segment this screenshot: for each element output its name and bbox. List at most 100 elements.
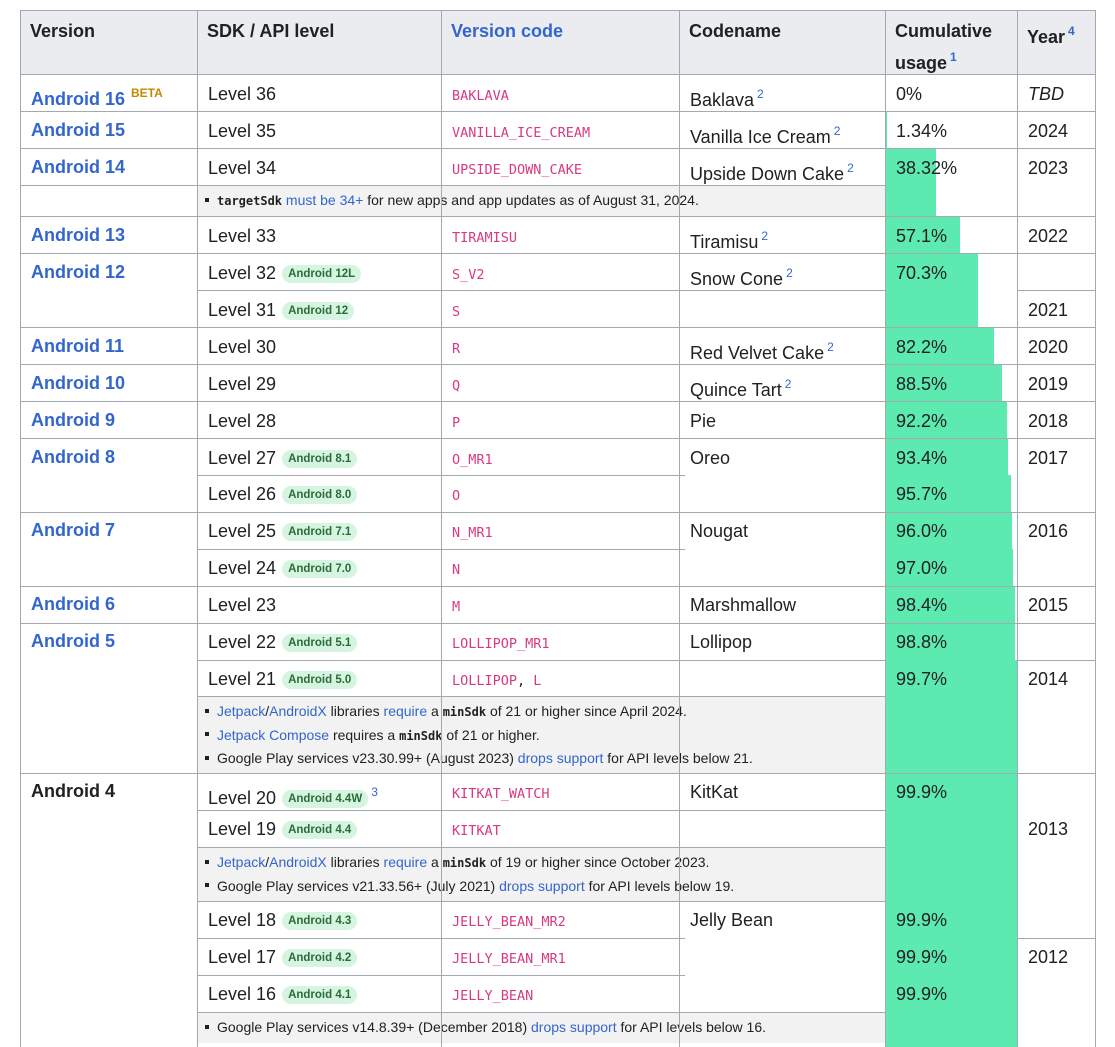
version-android-6-link[interactable]: Android 6 [31, 594, 115, 614]
usage-20: 99.9% [896, 782, 948, 802]
usage-bar [885, 216, 961, 253]
footnote-4-link[interactable]: 4 [1068, 24, 1075, 38]
version-android-14-link[interactable]: Android 14 [31, 157, 126, 177]
code-n: N [452, 562, 461, 578]
footnote-1-link[interactable]: 1 [950, 50, 957, 64]
version-badge: Android 4.4 [282, 821, 358, 839]
grid-line [1017, 10, 1018, 1047]
version-android-9-link[interactable]: Android 9 [31, 410, 115, 430]
grid-line [197, 1012, 885, 1013]
codename-kitkat: KitKat [690, 782, 739, 802]
version-android-12-link[interactable]: Android 12 [31, 262, 126, 282]
level-label: Level 27 [208, 448, 277, 468]
code-lollipop-l: LOLLIPOP, L [452, 670, 541, 692]
drops-support-link[interactable]: drops support [517, 750, 604, 766]
level-26: Level 26 Android 8.0 [208, 483, 358, 505]
code-s-v2: S_V2 [452, 267, 485, 283]
usage-36: 0% [896, 84, 923, 104]
usage-bar [885, 549, 1014, 586]
usage-25: 96.0% [896, 521, 948, 541]
usage-bar [885, 401, 1007, 438]
grid-line [197, 847, 885, 848]
drops-support-link[interactable]: drops support [531, 1019, 617, 1035]
usage-32: 70.3% [896, 263, 948, 283]
require-link[interactable]: require [383, 854, 428, 870]
bullet-icon [205, 197, 209, 202]
version-android-11-link[interactable]: Android 11 [31, 336, 125, 356]
codename-tiramisu: Tiramisu 2 [690, 225, 768, 253]
note-text: a [427, 854, 443, 870]
grid-line [20, 216, 1096, 217]
footnote-3-link[interactable]: 3 [371, 785, 378, 799]
version-android-10-link[interactable]: Android 10 [31, 373, 126, 393]
grid-line [20, 327, 1096, 328]
level-17: Level 17 Android 4.2 [208, 946, 358, 968]
beta-badge: BETA [131, 86, 163, 100]
level-34: Level 34 [208, 158, 277, 178]
code-q: Q [452, 378, 461, 394]
level-29: Level 29 [208, 374, 277, 394]
version-android-5-link[interactable]: Android 5 [31, 631, 115, 651]
codename-label: Upside Down Cake [690, 164, 845, 184]
level-24: Level 24 Android 7.0 [208, 557, 358, 579]
footnote-2-link[interactable]: 2 [761, 229, 769, 243]
codename-oreo: Oreo [690, 448, 731, 468]
footnote-2-link[interactable]: 2 [827, 340, 834, 354]
year-2024: 2024 [1028, 121, 1069, 141]
note-text: a [427, 703, 443, 719]
footnote-2-link[interactable]: 2 [833, 124, 841, 138]
jetpack-link[interactable]: Jetpack [217, 854, 266, 870]
grid-line [197, 549, 685, 550]
year-2017: 2017 [1028, 448, 1069, 468]
note-text: of 19 or higher since October 2023. [486, 854, 710, 870]
usage-16: 99.9% [896, 984, 948, 1004]
level-25: Level 25 Android 7.1 [208, 520, 358, 542]
codename-label: Snow Cone [690, 269, 784, 289]
drops-support-link[interactable]: drops support [499, 877, 585, 894]
usage-17: 99.9% [896, 947, 948, 967]
usage-24: 97.0% [896, 558, 948, 578]
version-android-15-link[interactable]: Android 15 [31, 120, 126, 140]
codename-label: Red Velvet Cake [690, 343, 825, 363]
footnote-2-link[interactable]: 2 [784, 377, 792, 391]
version-badge: Android 8.0 [282, 486, 358, 504]
jetpack-compose-link[interactable]: Jetpack Compose [217, 726, 330, 743]
version-android-8-link[interactable]: Android 8 [31, 447, 115, 467]
year-2012: 2012 [1028, 947, 1069, 967]
codename-label: Baklava [690, 90, 755, 110]
must-be-34-link[interactable]: must be 34+ [285, 192, 364, 208]
level-label: Level 21 [208, 669, 277, 689]
usage-bar [885, 901, 1017, 938]
usage-bar [885, 327, 994, 364]
codename-red-velvet-cake: Red Velvet Cake 2 [690, 336, 834, 364]
usage-26: 95.7% [896, 484, 948, 504]
codename-lollipop: Lollipop [690, 632, 753, 652]
minsdk-code: minSdk [399, 728, 443, 743]
footnote-2-link[interactable]: 2 [757, 87, 764, 101]
codename-jelly-bean: Jelly Bean [690, 910, 774, 930]
version-android-7-link[interactable]: Android 7 [31, 520, 115, 540]
level-label: Level 18 [208, 910, 277, 930]
version-android-13-link[interactable]: Android 13 [31, 225, 126, 245]
androidx-link[interactable]: AndroidX [269, 854, 327, 870]
footnote-2-link[interactable]: 2 [786, 266, 793, 280]
require-link[interactable]: require [383, 703, 428, 719]
jetpack-link[interactable]: Jetpack [217, 703, 266, 719]
grid-line [20, 623, 1096, 624]
androidx-link[interactable]: AndroidX [269, 703, 327, 719]
level-label: Level 17 [208, 947, 277, 967]
grid-line [197, 660, 885, 661]
code-jelly-bean-mr1: JELLY_BEAN_MR1 [452, 951, 566, 967]
usage-28: 92.2% [896, 411, 948, 431]
level-19: Level 19 Android 4.4 [208, 818, 358, 840]
header-version-code-link[interactable]: Version code [441, 10, 679, 74]
code-r: R [452, 341, 461, 357]
usage-27: 93.4% [896, 448, 948, 468]
version-android-16-link[interactable]: Android 16 BETA [31, 82, 163, 110]
level-31: Level 31 Android 12 [208, 299, 355, 321]
level-22: Level 22 Android 5.1 [208, 631, 358, 653]
note-text: libraries [326, 854, 384, 870]
code-jelly-bean: JELLY_BEAN [452, 988, 534, 1004]
level-21: Level 21 Android 5.0 [208, 668, 358, 690]
footnote-2-link[interactable]: 2 [847, 161, 854, 175]
